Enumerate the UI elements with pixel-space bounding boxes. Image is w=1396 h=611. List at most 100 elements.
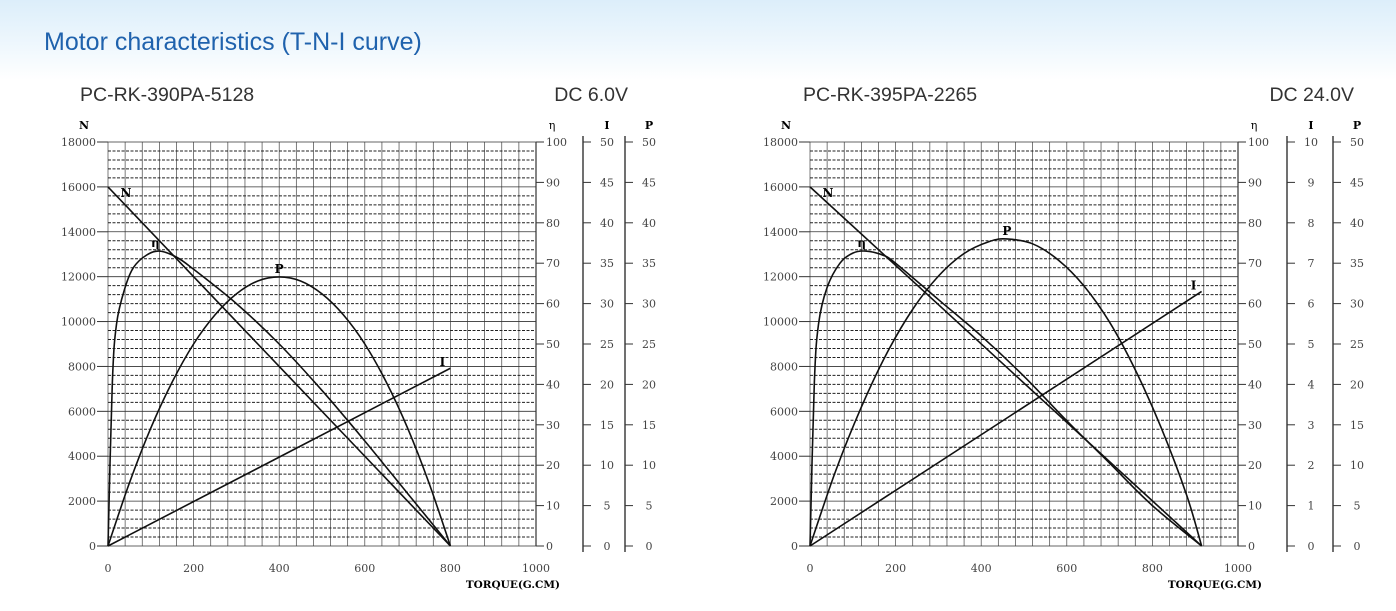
p-axis-tick-label: 40: [642, 217, 656, 230]
n-axis-tick-label: 2000: [770, 495, 798, 508]
eta-axis-tick-label: 20: [546, 459, 560, 472]
x-axis-tick-label: 400: [971, 562, 992, 575]
eta-axis-tick-label: 70: [546, 257, 560, 270]
i-axis-tick-label: 30: [600, 298, 614, 311]
i-axis-tick-label: 45: [600, 176, 614, 189]
eta-axis-tick-label: 80: [546, 217, 560, 230]
p-axis-tick-label: 5: [1354, 500, 1361, 513]
n-axis-tick-label: 4000: [770, 450, 798, 463]
chart-1-voltage: DC 6.0V: [554, 84, 628, 106]
eta-axis-tick-label: 10: [546, 500, 560, 513]
I-curve-label: I: [1191, 278, 1197, 292]
eta-curve: [107, 250, 452, 547]
i-axis-tick-label: 10: [600, 459, 614, 472]
n-axis-label: N: [79, 119, 89, 132]
p-axis-tick-label: 25: [1350, 338, 1364, 351]
eta-axis-tick-label: 100: [1248, 136, 1269, 149]
i-axis-tick-label: 4: [1308, 378, 1315, 391]
N-curve-label: N: [823, 186, 834, 200]
header-band: [0, 0, 1396, 80]
eta-axis-tick-label: 90: [546, 176, 560, 189]
i-axis-tick-label: 1: [1308, 500, 1315, 513]
n-axis-label: N: [781, 119, 791, 132]
p-axis-tick-label: 15: [642, 419, 656, 432]
i-axis-tick-label: 0: [604, 540, 611, 553]
p-axis-tick-label: 45: [642, 176, 656, 189]
p-axis-tick-label: 20: [1350, 378, 1364, 391]
eta-axis-tick-label: 50: [546, 338, 560, 351]
P-curve-label: P: [1002, 224, 1011, 238]
eta-axis-tick-label: 100: [546, 136, 567, 149]
p-axis-tick-label: 5: [646, 500, 653, 513]
eta-axis-label: η: [1251, 119, 1258, 132]
P-curve: [809, 238, 1203, 547]
chart-1: N020004000600080001000012000140001600018…: [61, 119, 656, 591]
eta-axis-tick-label: 60: [1248, 298, 1262, 311]
i-axis-tick-label: 3: [1308, 419, 1315, 432]
grid: [107, 141, 537, 547]
n-axis-tick-label: 14000: [61, 226, 96, 239]
i-axis-tick-label: 9: [1308, 176, 1315, 189]
i-axis-tick-label: 6: [1308, 298, 1315, 311]
I-curve-label: I: [440, 355, 446, 369]
eta-axis-tick-label: 90: [1248, 176, 1262, 189]
P-curve-label: P: [275, 262, 284, 276]
n-axis-tick-label: 10000: [763, 316, 798, 329]
n-axis-tick-label: 12000: [61, 271, 96, 284]
p-axis-tick-label: 20: [642, 378, 656, 391]
page-title: Motor characteristics (T-N-I curve): [44, 28, 422, 56]
p-axis-tick-label: 0: [646, 540, 653, 553]
i-axis-tick-label: 20: [600, 378, 614, 391]
x-axis-tick-label: 800: [1142, 562, 1163, 575]
x-axis-tick-label: 1000: [1224, 562, 1252, 575]
N-curve-label: N: [121, 186, 132, 200]
n-axis-tick-label: 16000: [61, 181, 96, 194]
eta-axis-tick-label: 30: [546, 419, 560, 432]
n-axis-tick-label: 0: [89, 540, 96, 553]
i-axis-tick-label: 25: [600, 338, 614, 351]
n-axis-tick-label: 16000: [763, 181, 798, 194]
i-axis-tick-label: 5: [1308, 338, 1315, 351]
eta-curve-label: η: [151, 236, 160, 250]
i-axis-tick-label: 8: [1308, 217, 1315, 230]
eta-axis-tick-label: 60: [546, 298, 560, 311]
n-axis-tick-label: 0: [791, 540, 798, 553]
eta-axis-tick-label: 80: [1248, 217, 1262, 230]
x-axis-tick-label: 0: [807, 562, 814, 575]
chart-2: N020004000600080001000012000140001600018…: [763, 119, 1364, 591]
eta-axis-tick-label: 70: [1248, 257, 1262, 270]
i-axis-tick-label: 0: [1308, 540, 1315, 553]
chart-2-voltage: DC 24.0V: [1269, 84, 1354, 106]
x-axis-tick-label: 0: [105, 562, 112, 575]
p-axis-label: P: [1353, 119, 1361, 132]
x-axis-tick-label: 1000: [522, 562, 550, 575]
p-axis-tick-label: 10: [1350, 459, 1364, 472]
n-axis-tick-label: 8000: [770, 360, 798, 373]
N-curve: [107, 186, 451, 547]
i-axis-tick-label: 5: [604, 500, 611, 513]
p-axis-tick-label: 35: [1350, 257, 1364, 270]
eta-axis-tick-label: 30: [1248, 419, 1262, 432]
I-curve: [107, 367, 451, 547]
chart-1-model: PC-RK-390PA-5128: [80, 84, 255, 106]
i-axis-label: I: [604, 119, 609, 132]
eta-axis-tick-label: 10: [1248, 500, 1262, 513]
n-axis-tick-label: 10000: [61, 316, 96, 329]
p-axis-tick-label: 30: [1350, 298, 1364, 311]
x-axis-tick-label: 200: [183, 562, 204, 575]
p-axis-tick-label: 45: [1350, 176, 1364, 189]
n-axis-tick-label: 18000: [763, 136, 798, 149]
n-axis-tick-label: 14000: [763, 226, 798, 239]
p-axis-tick-label: 30: [642, 298, 656, 311]
x-axis-tick-label: 400: [269, 562, 290, 575]
n-axis-tick-label: 12000: [763, 271, 798, 284]
eta-axis-tick-label: 20: [1248, 459, 1262, 472]
p-axis-tick-label: 50: [1350, 136, 1364, 149]
x-axis-tick-label: 600: [354, 562, 375, 575]
x-axis-label: TORQUE(G.CM): [466, 579, 560, 591]
eta-axis-tick-label: 0: [546, 540, 553, 553]
p-axis-tick-label: 25: [642, 338, 656, 351]
i-axis-tick-label: 40: [600, 217, 614, 230]
x-axis-label: TORQUE(G.CM): [1168, 579, 1262, 591]
